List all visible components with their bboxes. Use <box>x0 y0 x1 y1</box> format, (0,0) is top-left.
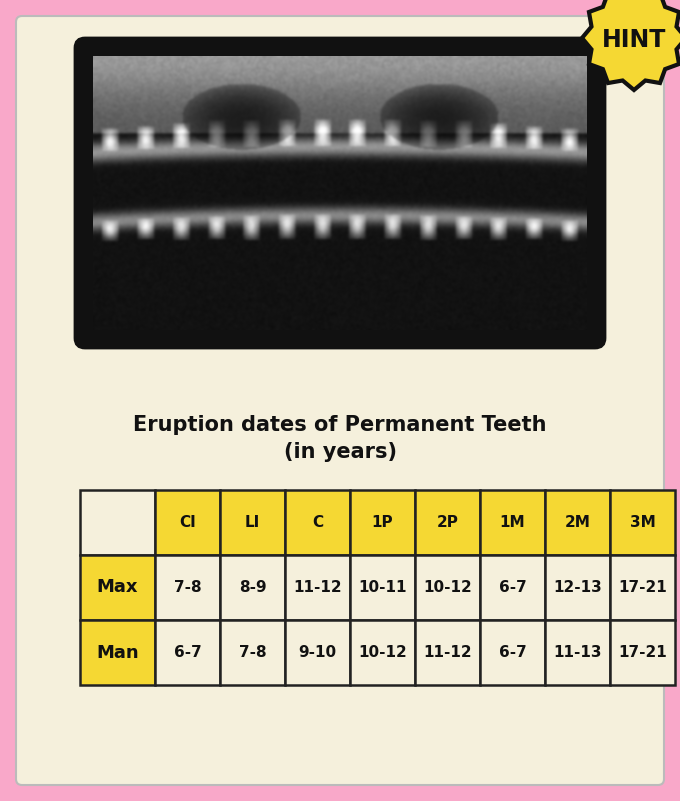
Text: 11-12: 11-12 <box>423 645 472 660</box>
Text: 2P: 2P <box>437 515 458 530</box>
Text: Man: Man <box>96 643 139 662</box>
Bar <box>480 555 545 620</box>
Text: CI: CI <box>179 515 196 530</box>
Bar <box>415 620 480 685</box>
Bar <box>155 490 220 555</box>
Text: (in years): (in years) <box>284 442 396 462</box>
Bar <box>545 555 610 620</box>
Bar <box>155 555 220 620</box>
Bar <box>545 620 610 685</box>
Bar <box>285 555 350 620</box>
Bar <box>80 620 155 685</box>
Text: 8-9: 8-9 <box>239 580 267 595</box>
Bar <box>350 490 415 555</box>
Text: 2M: 2M <box>564 515 590 530</box>
Bar <box>415 490 480 555</box>
Text: 9-10: 9-10 <box>299 645 337 660</box>
Bar <box>80 555 155 620</box>
Text: 10-12: 10-12 <box>358 645 407 660</box>
Text: 17-21: 17-21 <box>618 645 667 660</box>
Bar <box>415 555 480 620</box>
Text: 6-7: 6-7 <box>498 580 526 595</box>
Bar <box>80 490 155 555</box>
Text: HINT: HINT <box>602 28 666 52</box>
Text: Max: Max <box>97 578 138 597</box>
Bar <box>285 620 350 685</box>
Text: LI: LI <box>245 515 260 530</box>
Bar <box>610 555 675 620</box>
Polygon shape <box>582 0 680 90</box>
Text: 12-13: 12-13 <box>553 580 602 595</box>
Text: 6-7: 6-7 <box>173 645 201 660</box>
Bar <box>220 620 285 685</box>
Text: C: C <box>312 515 323 530</box>
Bar <box>610 490 675 555</box>
Text: Eruption dates of Permanent Teeth: Eruption dates of Permanent Teeth <box>133 415 547 435</box>
Text: 17-21: 17-21 <box>618 580 667 595</box>
Text: 6-7: 6-7 <box>498 645 526 660</box>
Text: 7-8: 7-8 <box>239 645 267 660</box>
Bar <box>350 620 415 685</box>
Text: 10-12: 10-12 <box>423 580 472 595</box>
Bar <box>220 555 285 620</box>
Bar <box>285 490 350 555</box>
Text: 3M: 3M <box>630 515 656 530</box>
Text: 1M: 1M <box>500 515 526 530</box>
FancyBboxPatch shape <box>16 16 664 785</box>
Text: 7-8: 7-8 <box>173 580 201 595</box>
FancyBboxPatch shape <box>75 38 605 348</box>
Text: 11-13: 11-13 <box>554 645 602 660</box>
Bar <box>480 490 545 555</box>
Bar <box>610 620 675 685</box>
Bar <box>480 620 545 685</box>
Text: 11-12: 11-12 <box>293 580 342 595</box>
Bar <box>155 620 220 685</box>
Text: 1P: 1P <box>372 515 393 530</box>
Bar <box>220 490 285 555</box>
Bar <box>545 490 610 555</box>
Text: 10-11: 10-11 <box>358 580 407 595</box>
Bar <box>350 555 415 620</box>
